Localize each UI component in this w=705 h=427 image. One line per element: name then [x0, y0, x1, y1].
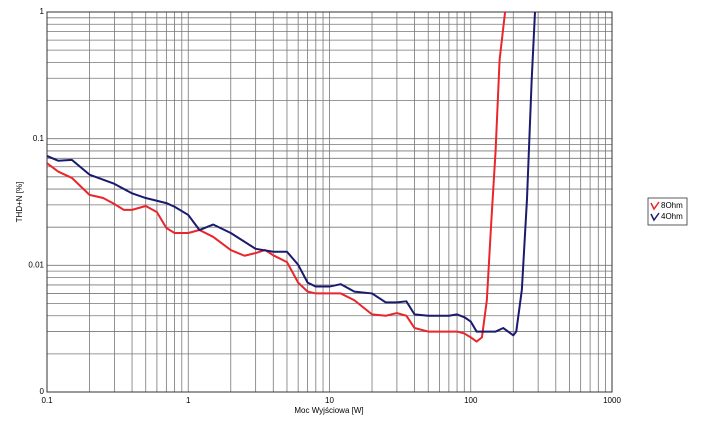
legend-label: 8Ohm: [661, 201, 683, 210]
x-tick-label: 10: [325, 396, 334, 405]
x-tick-label: 1000: [603, 396, 621, 405]
line-series: [47, 12, 507, 343]
legend-swatch: [650, 212, 660, 222]
y-tick-label: 0.1: [33, 134, 45, 143]
x-tick-label: 1: [186, 396, 191, 405]
x-tick-label: 100: [464, 396, 478, 405]
line-series: [47, 12, 536, 337]
legend-label: 4Ohm: [661, 212, 683, 221]
y-tick-label: 0.01: [28, 260, 44, 269]
y-tick-label: 1: [40, 7, 45, 16]
legend-swatch: [650, 201, 660, 211]
x-axis-label: Moc Wyjściowa [W]: [294, 406, 363, 415]
plot-border: [46, 11, 613, 393]
x-tick-label: 0.1: [41, 396, 53, 405]
plot-area: [47, 12, 536, 343]
y-tick-label: 0: [40, 387, 45, 396]
y-axis-label: THD+N [%]: [15, 182, 24, 223]
